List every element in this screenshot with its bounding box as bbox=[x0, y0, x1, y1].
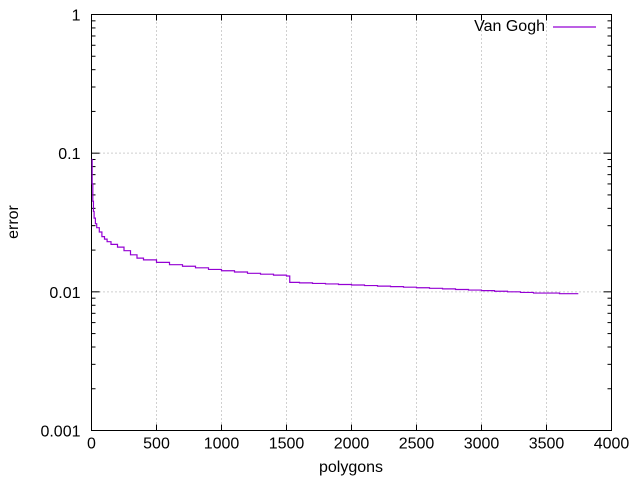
y-tick-label: 0.01 bbox=[49, 285, 80, 302]
y-tick-label: 0.001 bbox=[40, 424, 80, 441]
axis-ticks bbox=[91, 14, 612, 431]
x-axis-label: polygons bbox=[319, 459, 383, 476]
series-layer bbox=[91, 158, 579, 295]
x-tick-label: 500 bbox=[143, 436, 170, 453]
x-tick-label: 0 bbox=[87, 436, 96, 453]
legend-label-van-gogh: Van Gogh bbox=[474, 18, 545, 35]
x-tick-label: 2500 bbox=[399, 436, 435, 453]
grid bbox=[91, 14, 612, 431]
y-tick-label: 1 bbox=[72, 8, 81, 25]
x-tick-label: 1500 bbox=[269, 436, 305, 453]
y-tick-label: 0.1 bbox=[58, 146, 80, 163]
y-axis-label: error bbox=[5, 204, 22, 238]
y-tick-labels: 0.001 0.01 0.1 1 bbox=[40, 8, 80, 441]
x-tick-label: 4000 bbox=[594, 436, 630, 453]
legend: Van Gogh bbox=[474, 18, 596, 35]
x-tick-label: 3000 bbox=[464, 436, 500, 453]
x-tick-label: 2000 bbox=[334, 436, 370, 453]
x-tick-label: 1000 bbox=[204, 436, 240, 453]
series-line-van-gogh bbox=[91, 158, 579, 295]
x-tick-label: 3500 bbox=[529, 436, 565, 453]
x-tick-labels: 0 500 1000 1500 2000 2500 3000 3500 4000 bbox=[87, 436, 629, 453]
